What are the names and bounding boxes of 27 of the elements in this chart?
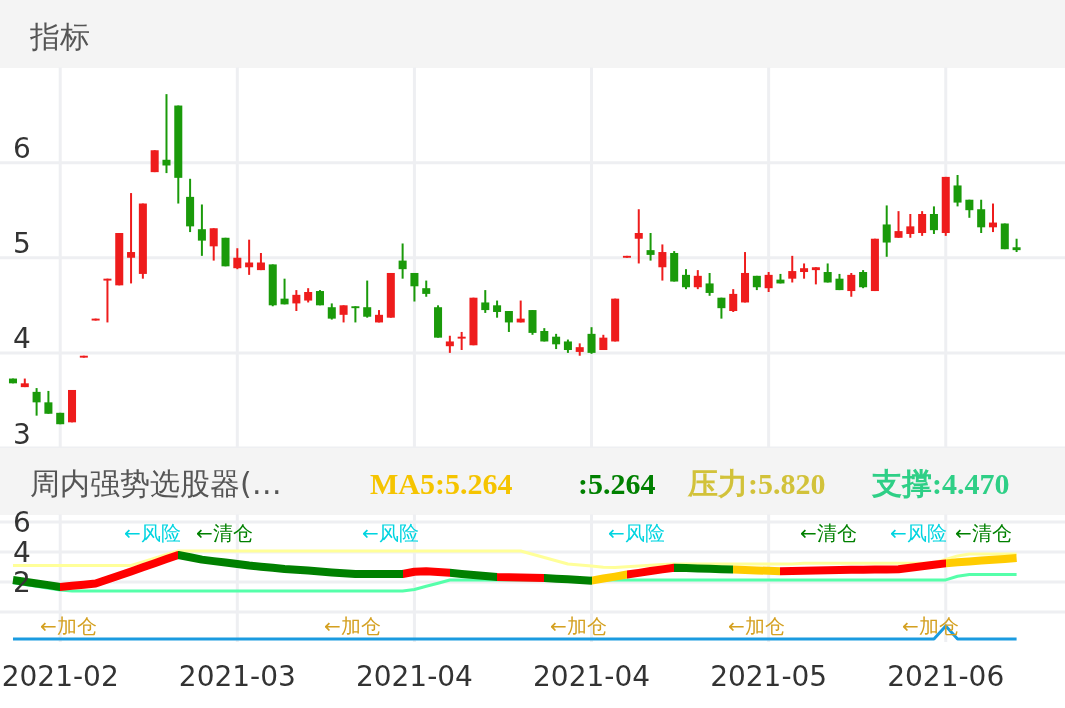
x-tick-label: 2021-04 [533,659,651,693]
x-tick-label: 2021-06 [887,659,1005,693]
y-tick-label: 6 [13,132,31,166]
y-tick-label: 4 [13,322,31,356]
annotation: ←清仓 [196,521,253,546]
chart-title: 周内强势选股器(… [30,466,282,501]
annotation: ←加仓 [728,614,785,638]
text: :5.264 [578,467,656,500]
annotation: ←风险 [362,521,419,546]
text: 压力:5.820 [687,467,826,500]
x-tick-label: 2021-05 [710,659,828,693]
y-tick-label: 3 [13,417,31,451]
x-tick-label: 2021-04 [355,659,473,693]
annotation: ←风险 [608,521,665,546]
x-tick-label: 2021-03 [178,659,296,693]
annotation: ←加仓 [550,614,607,638]
text: MA5:5.264 [370,467,513,500]
annotation: ←加仓 [40,614,97,638]
x-tick-label: 2021-02 [1,659,119,693]
annotation: ←清仓 [800,521,857,546]
text: 支撑:4.470 [871,467,1010,500]
annotation: ←风险 [124,521,181,546]
annotation: ←清仓 [955,521,1012,546]
annotation: ←风险 [890,521,947,546]
chart-title: 指标 [29,18,90,54]
annotation: ←加仓 [324,614,381,638]
y-tick-label: 5 [13,227,31,261]
